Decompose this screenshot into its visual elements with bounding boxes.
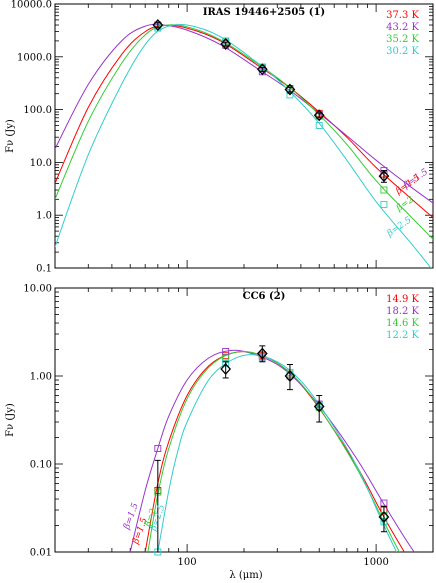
model-curve — [55, 23, 433, 204]
y-axis-label: Fν (Jy) — [5, 403, 16, 437]
legend-entry: 12.2 K — [386, 330, 419, 341]
panel-title: CC6 (2) — [243, 291, 286, 302]
legend-entry: 35.2 K — [386, 34, 419, 45]
y-tick-label: 1.0 — [36, 211, 52, 222]
x-tick-label: 1000 — [363, 557, 388, 568]
plot-frame — [54, 3, 434, 269]
panel-iras-19446: 0.1 1.0 10.0 100.0 1000.0 10000.0 Fν (Jy) IRAS … — [5, 0, 434, 275]
legend-entry: 37.3 K — [386, 10, 419, 21]
y-tick-label: 0.1 — [36, 264, 52, 275]
model-point — [315, 122, 323, 129]
y-tick-label: 10.00 — [23, 284, 52, 295]
legend-entry: 18.2 K — [386, 306, 419, 317]
y-tick-label: 10.0 — [30, 158, 52, 169]
observed-point — [313, 400, 325, 413]
x-axis-label: λ (μm) — [229, 570, 262, 581]
legend-entry: 14.9 K — [386, 294, 419, 305]
observed-point — [378, 170, 390, 183]
observed-point — [256, 63, 268, 76]
observed-point — [256, 347, 268, 360]
y-tick-label: 1000.0 — [17, 52, 52, 63]
model-point — [154, 445, 162, 452]
model-curve — [55, 23, 432, 268]
model-point — [222, 354, 230, 362]
beta-label: β=2.5 — [385, 215, 414, 239]
legend-entry: 30.2 K — [386, 46, 419, 57]
model-curve — [157, 354, 398, 552]
y-tick-label: 10000.0 — [11, 0, 52, 11]
model-point — [222, 348, 230, 355]
observed-point — [152, 19, 164, 31]
x-tick-label: 100 — [178, 557, 197, 568]
observed-point — [220, 363, 232, 376]
legend-entry: 43.2 K — [386, 22, 419, 33]
y-axis-label: Fν (Jy) — [5, 119, 16, 153]
observed-point — [284, 370, 296, 382]
legend-entry: 14.6 K — [386, 318, 419, 329]
model-curve — [147, 350, 400, 552]
y-tick-label: 1.00 — [30, 372, 52, 383]
observed-point — [313, 109, 325, 122]
panel-title: IRAS 19446+2505 (1) — [203, 7, 325, 18]
model-point — [380, 200, 388, 208]
y-tick-label: 100.0 — [23, 105, 52, 116]
panel-cc6: 100 1000 0.01 0.10 1.00 10.00 Fν (Jy) CC6 (2) 14… — [5, 284, 434, 568]
model-curve — [129, 349, 415, 552]
observed-point — [220, 37, 232, 50]
model-curve — [55, 24, 433, 218]
model-curve — [55, 24, 433, 240]
plot-frame — [54, 287, 434, 553]
observed-point — [284, 83, 296, 96]
y-tick-label: 0.10 — [30, 460, 52, 471]
observed-point — [378, 511, 390, 523]
model-point — [380, 186, 388, 194]
y-tick-label: 0.01 — [30, 548, 52, 559]
